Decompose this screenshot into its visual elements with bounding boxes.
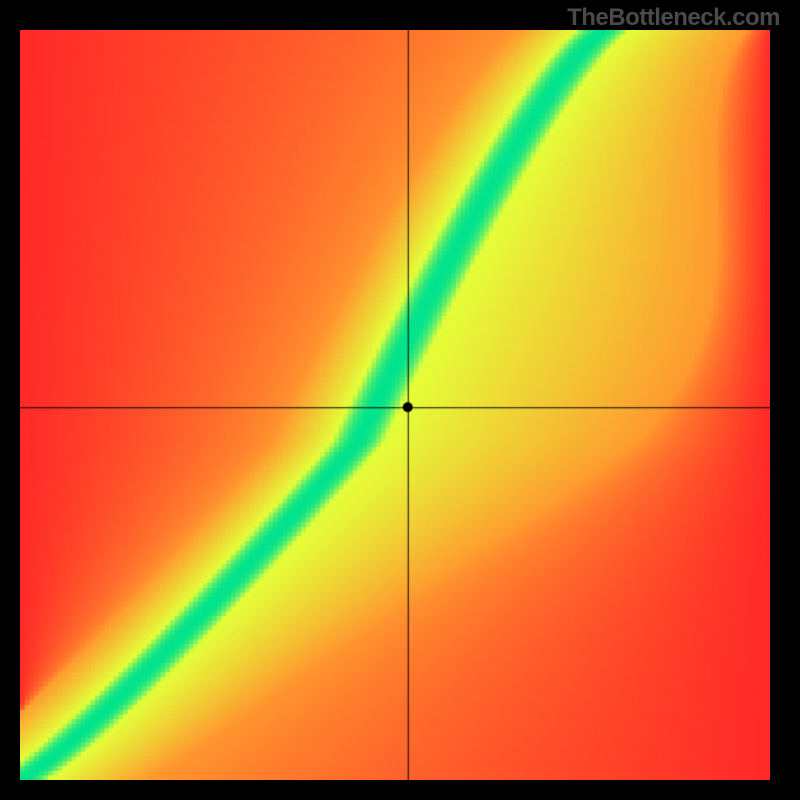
watermark-text: TheBottleneck.com bbox=[567, 4, 780, 32]
bottleneck-heatmap bbox=[20, 30, 770, 780]
chart-container: TheBottleneck.com bbox=[0, 0, 800, 800]
